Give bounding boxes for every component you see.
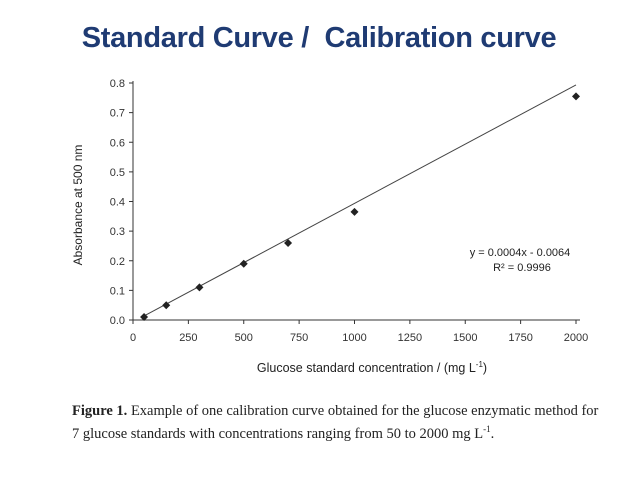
y-tick-label: 0.6 [110,137,125,149]
caption-end: . [490,425,495,442]
y-tick-label: 0.4 [110,197,125,209]
slide-title: Standard Curve / Calibration curve [81,22,557,54]
data-points [140,92,580,322]
x-tick-label: 1500 [453,332,477,344]
data-point [572,92,580,101]
data-point [239,259,248,268]
y-tick-label: 0.8 [110,78,125,90]
y-tick-label: 0.3 [110,226,125,238]
y-tick-label: 0.0 [110,315,125,327]
x-tick-label: 1750 [508,332,532,344]
y-tick-label: 0.1 [110,285,125,297]
regression-equation: y = 0.0004x - 0.0064 [470,247,571,259]
data-point [350,207,359,216]
x-tick-label: 250 [179,332,197,344]
calibration-chart: 0 250 500 750 1000 1250 1500 1750 2000 0.0 0.1 0.2 0… [71,78,589,375]
y-axis-label: Absorbance at 500 nm [71,145,85,266]
data-point [140,313,149,322]
x-tick-label: 0 [130,332,136,344]
caption-sup: -1 [483,424,491,434]
x-axis-label: Glucose standard concentration / (mg L-1… [257,360,487,375]
r-squared-label: R² = 0.9996 [493,262,551,274]
x-tick-label: 1250 [398,332,422,344]
data-point [162,301,171,310]
figure-caption: Figure 1. Example of one calibration cur… [72,402,602,443]
caption-text: Example of one calibration curve obtaine… [72,403,599,442]
caption-label: Figure 1. [72,403,128,419]
x-tick-label: 2000 [564,332,588,344]
data-point [284,238,293,247]
fit-line [143,84,577,317]
chart-ticks: 0 250 500 750 1000 1250 1500 1750 2000 0.0 0.1 0.2 0… [110,78,589,344]
y-tick-label: 0.5 [110,167,125,179]
x-tick-label: 500 [235,332,253,344]
y-tick-label: 0.2 [110,256,125,268]
y-tick-label: 0.7 [110,108,125,120]
chart-axes [132,81,580,321]
data-point [195,283,204,292]
x-tick-label: 1000 [342,332,366,344]
x-tick-label: 750 [290,332,308,344]
